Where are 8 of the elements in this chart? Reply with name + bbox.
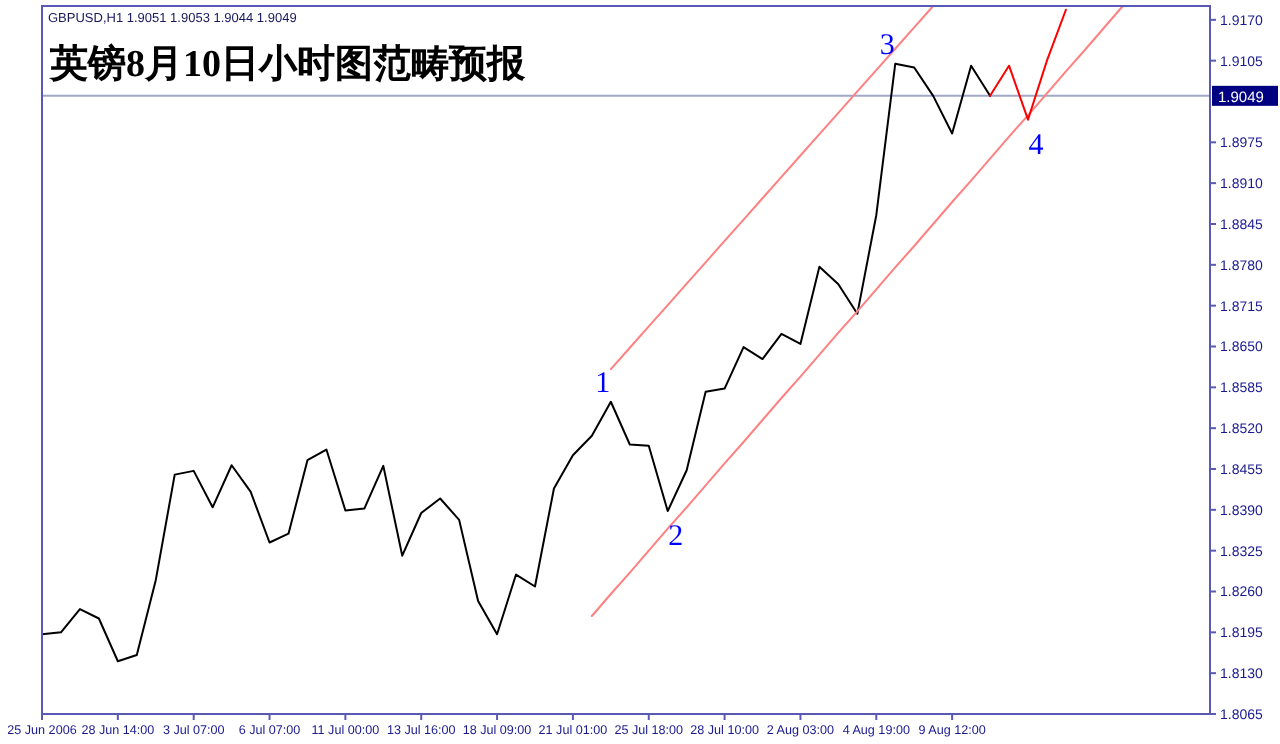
annotation: 4 <box>1028 129 1045 162</box>
annotation: 3 <box>879 29 895 62</box>
annotation: 1 <box>595 367 611 400</box>
text: 英镑8月10日小时图范畴预报 <box>48 42 527 86</box>
line-series <box>989 8 1067 121</box>
annotation: 2 <box>668 521 684 554</box>
line-series <box>590 5 1124 617</box>
line-series <box>609 5 935 371</box>
